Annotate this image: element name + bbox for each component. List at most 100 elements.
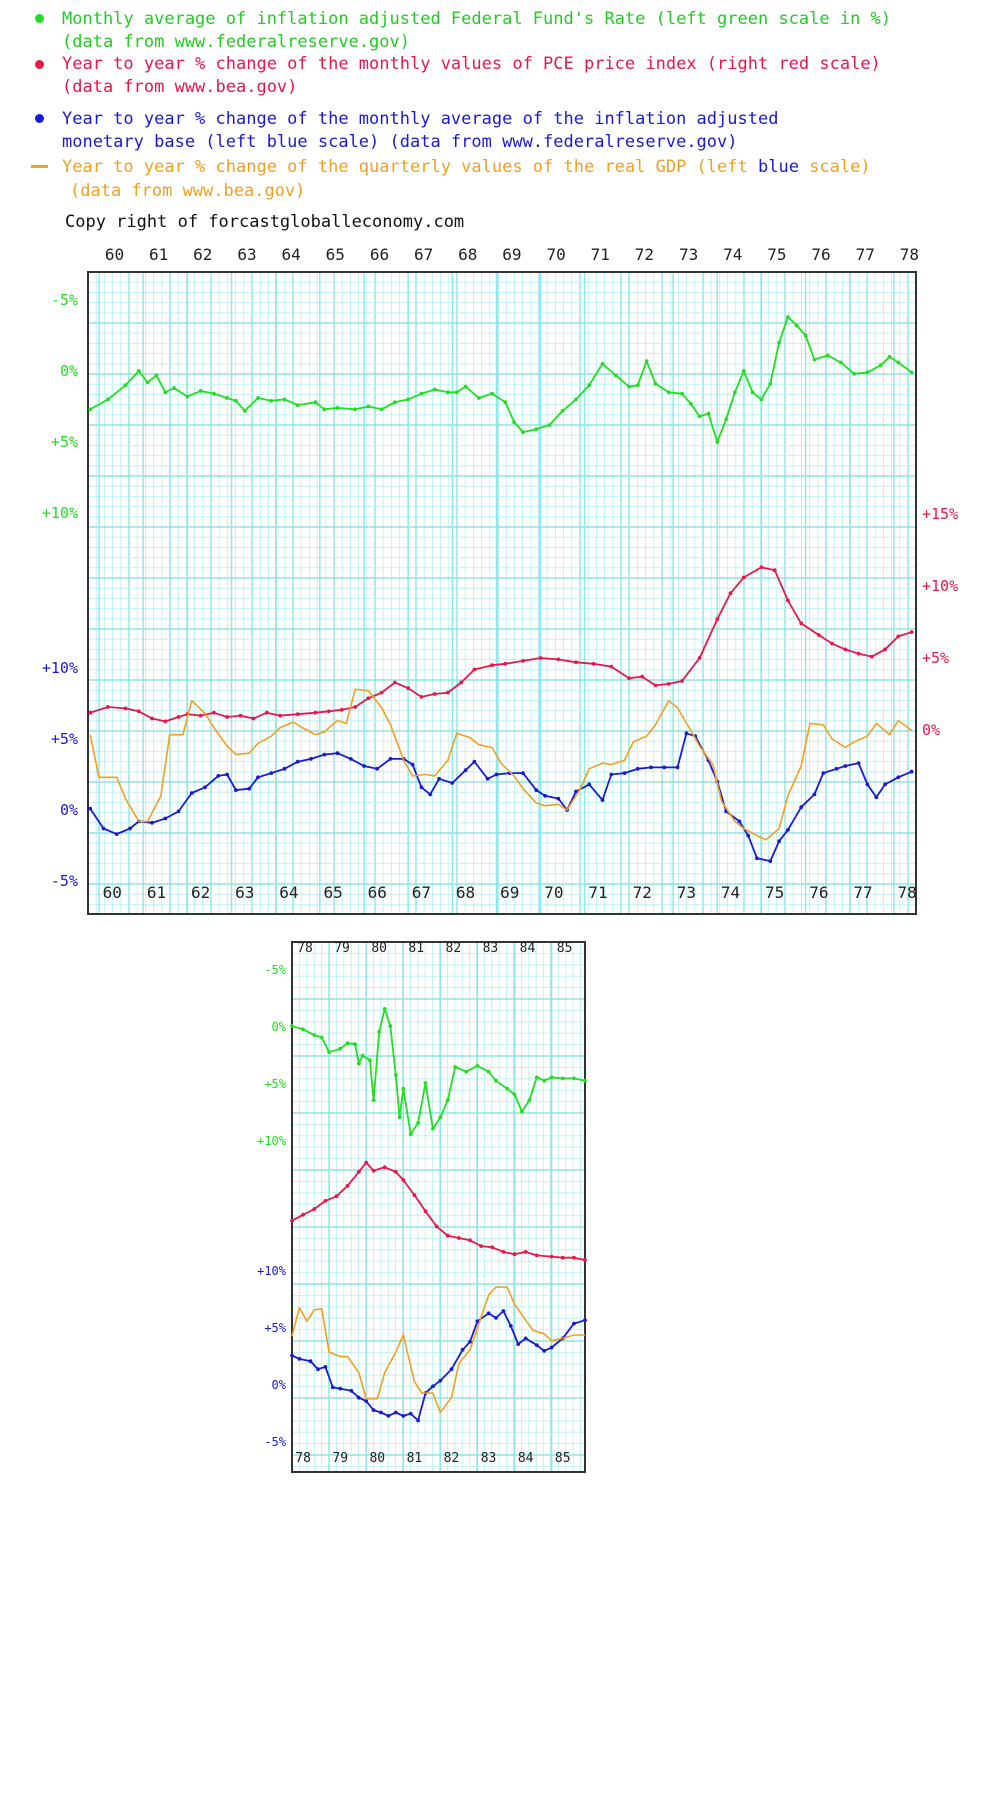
data-point-mb — [416, 1418, 420, 1423]
data-point-ffr — [812, 357, 817, 362]
data-point-mb — [216, 774, 221, 778]
data-point-ffr — [759, 397, 764, 402]
data-point-mb — [393, 1410, 398, 1415]
data-point-pce — [371, 1168, 376, 1173]
data-point-pce — [313, 710, 318, 715]
data-point-pce — [640, 674, 645, 679]
x-tick-label-top: 85 — [557, 941, 573, 956]
data-point-pce — [106, 705, 110, 709]
data-point-mb — [375, 766, 380, 771]
data-point-ffr — [494, 1078, 498, 1083]
data-point-mb — [746, 833, 751, 838]
data-point-ffr — [512, 1092, 517, 1097]
plot-background — [88, 272, 916, 914]
data-point-mb — [542, 1349, 547, 1353]
data-point-pce — [238, 713, 243, 718]
chart-1978-1985: 78 79 80 81 82 83 84 85 78 79 80 81 82 83 84 85 -5% 0% +5%… — [257, 941, 587, 1473]
data-point-ffr — [198, 389, 203, 393]
data-point-ffr — [644, 359, 649, 363]
data-point-mb — [330, 1385, 335, 1390]
x-tick-label-bottom: 72 — [633, 883, 652, 902]
data-point-mb — [865, 782, 870, 787]
data-point-ffr — [463, 384, 468, 389]
y-tick-label-green-left: -5% — [264, 963, 286, 977]
data-point-ffr — [724, 417, 728, 422]
x-tick-label-top: 75 — [767, 245, 786, 264]
data-point-pce — [88, 710, 93, 715]
data-point-pce — [446, 690, 450, 695]
data-point-mb — [379, 1410, 383, 1415]
data-point-ffr — [295, 403, 300, 407]
x-tick-label-bottom: 65 — [323, 883, 342, 902]
data-point-mb — [371, 1408, 376, 1413]
legend-gdp-text-blue: blue — [757, 157, 799, 177]
data-point-pce — [419, 695, 424, 699]
data-point-pce — [356, 1170, 361, 1174]
data-point-ffr — [313, 400, 318, 405]
data-point-pce — [503, 661, 508, 666]
data-point-mb — [431, 1384, 435, 1389]
x-tick-label-top: 78 — [900, 245, 919, 264]
x-tick-label-top: 60 — [105, 245, 124, 264]
data-point-ffr — [423, 1081, 428, 1085]
data-point-pce — [560, 1255, 565, 1260]
data-point-mb — [635, 766, 640, 771]
data-point-mb — [438, 1378, 443, 1383]
data-point-pce — [799, 621, 804, 626]
data-point-ffr — [666, 390, 671, 395]
data-point-ffr — [583, 1078, 587, 1083]
data-point-ffr — [560, 1076, 565, 1081]
data-point-ffr — [353, 1042, 357, 1047]
y-tick-label-green-left: -5% — [51, 291, 78, 309]
x-tick-label-top: 84 — [520, 941, 536, 956]
data-point-pce — [786, 598, 790, 603]
x-tick-label-top: 63 — [237, 245, 256, 264]
data-point-ffr — [600, 362, 605, 366]
y-tick-label-red-right: 0% — [922, 721, 940, 739]
data-point-pce — [490, 663, 494, 668]
data-point-pce — [523, 1250, 528, 1254]
data-point-ffr — [446, 390, 450, 395]
x-tick-label-top: 69 — [502, 245, 521, 264]
data-point-ffr — [345, 1041, 350, 1045]
data-point-pce — [715, 617, 720, 621]
data-point-pce — [457, 1236, 461, 1240]
y-tick-label-blue-left: 0% — [60, 801, 78, 819]
data-point-mb — [662, 765, 667, 770]
data-point-mb — [234, 788, 238, 792]
data-point-pce — [538, 656, 543, 660]
x-tick-label-bottom: 64 — [279, 883, 298, 902]
data-point-ffr — [750, 390, 755, 395]
data-point-pce — [136, 709, 141, 714]
data-point-ffr — [377, 1029, 382, 1034]
data-point-ffr — [408, 1132, 413, 1137]
data-point-mb — [388, 757, 393, 761]
data-point-ffr — [438, 1115, 443, 1120]
data-point-ffr — [706, 411, 711, 416]
data-point-ffr — [464, 1069, 469, 1074]
mb-legend-marker — [35, 114, 44, 123]
data-point-ffr — [397, 1115, 402, 1120]
data-point-mb — [410, 762, 415, 767]
data-point-ffr — [416, 1121, 420, 1125]
data-point-pce — [251, 716, 256, 721]
data-point-mb — [508, 1324, 513, 1328]
x-tick-label-top: 78 — [297, 941, 313, 956]
data-point-ffr — [382, 1007, 387, 1011]
data-point-ffr — [887, 354, 892, 359]
data-point-ffr — [379, 407, 384, 412]
data-point-pce — [869, 654, 874, 659]
x-tick-label-top: 74 — [723, 245, 742, 264]
data-point-mb — [896, 775, 901, 780]
data-point-pce — [423, 1209, 428, 1214]
data-point-ffr — [368, 1058, 372, 1063]
data-point-ffr — [697, 414, 702, 419]
data-point-mb — [386, 1414, 391, 1418]
x-tick-label-bottom: 75 — [765, 883, 784, 902]
data-point-mb — [316, 1367, 320, 1372]
x-tick-label-top: 81 — [408, 941, 424, 956]
data-point-pce — [353, 705, 358, 709]
data-point-mb — [468, 1339, 472, 1344]
x-tick-label-bottom: 81 — [407, 1451, 423, 1466]
data-point-mb — [348, 757, 353, 761]
